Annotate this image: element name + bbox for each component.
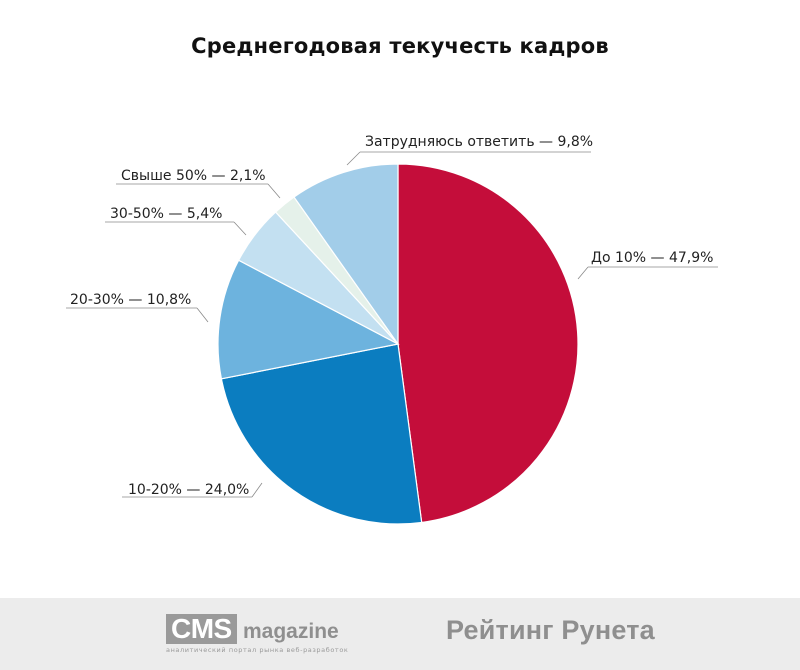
slice-label-5: Свыше 50% — 2,1% [121, 168, 266, 184]
leader-line-5 [267, 183, 281, 199]
leader-line-2 [251, 482, 263, 498]
slice-label-4: 30-50% — 5,4% [110, 206, 222, 222]
pie-chart: До 10% — 47,9% 10-20% — 24,0% 20-30% — 10,… [66, 134, 718, 525]
slice-label-3: 20-30% — 10,8% [70, 292, 191, 308]
leader-line-1 [577, 266, 589, 280]
slice-label-group-2: 10-20% — 24,0% [122, 482, 263, 498]
leader-line-6 [346, 151, 361, 166]
chart-title: Среднегодовая текучесть кадров [191, 34, 609, 58]
slice-label-2: 10-20% — 24,0% [128, 482, 249, 498]
pie-slice-6 [293, 163, 399, 346]
cms-magazine-logo[interactable]: CMS magazine аналитический портал рынка … [166, 614, 352, 658]
slice-label-group-6: Затрудняюсь ответить — 9,8% [346, 134, 593, 166]
footer: CMS magazine аналитический портал рынка … [0, 598, 800, 670]
rating-runeta-logo[interactable]: Рейтинг Рунета [446, 615, 655, 645]
slice-label-group-1: До 10% — 47,9% [577, 250, 718, 280]
cms-logo-tagline: аналитический портал рынка веб-разработо… [166, 646, 349, 654]
slice-label-1: До 10% — 47,9% [591, 250, 713, 266]
pie-slice-2 [220, 343, 423, 525]
pie-slice-1 [397, 163, 579, 524]
leader-line-4 [233, 221, 247, 236]
slice-label-group-5: Свыше 50% — 2,1% [116, 168, 281, 199]
leader-line-3 [196, 307, 209, 323]
pie-slice-3 [217, 259, 400, 380]
slice-label-group-4: 30-50% — 5,4% [105, 206, 247, 236]
slice-label-6: Затрудняюсь ответить — 9,8% [365, 134, 593, 150]
slice-label-group-3: 20-30% — 10,8% [66, 292, 209, 323]
pie-chart-svg: До 10% — 47,9% 10-20% — 24,0% 20-30% — 10,… [66, 134, 718, 525]
cms-logo-box: CMS [166, 614, 237, 644]
cms-logo-word: magazine [243, 620, 339, 643]
